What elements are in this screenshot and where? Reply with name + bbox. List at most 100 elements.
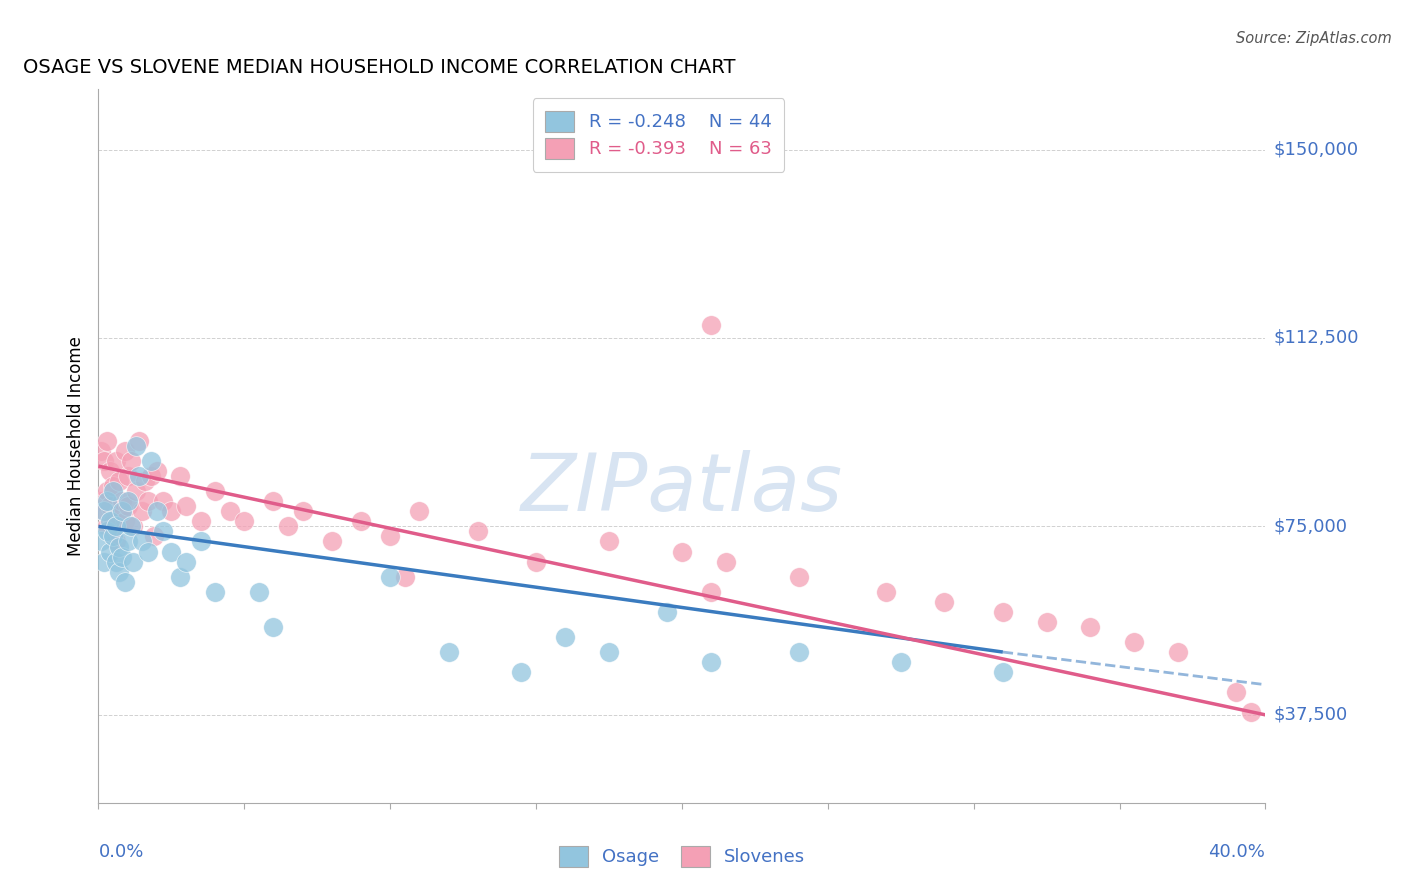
Point — [204, 484, 226, 499]
Point — [671, 544, 693, 558]
Text: $112,500: $112,500 — [1274, 329, 1360, 347]
Point — [117, 469, 139, 483]
Point — [991, 605, 1014, 619]
Point — [108, 504, 131, 518]
Point — [125, 484, 148, 499]
Text: ZIPatlas: ZIPatlas — [520, 450, 844, 528]
Point — [122, 555, 145, 569]
Text: $75,000: $75,000 — [1274, 517, 1348, 535]
Point — [1240, 706, 1263, 720]
Point — [108, 540, 131, 554]
Point — [350, 515, 373, 529]
Point — [134, 474, 156, 488]
Point — [128, 469, 150, 483]
Point — [190, 515, 212, 529]
Point — [90, 494, 112, 508]
Point — [1035, 615, 1057, 629]
Point — [247, 584, 270, 599]
Point — [122, 519, 145, 533]
Point — [96, 524, 118, 539]
Point — [101, 529, 124, 543]
Point — [96, 484, 118, 499]
Point — [98, 500, 121, 514]
Point — [378, 569, 402, 583]
Point — [125, 439, 148, 453]
Point — [93, 454, 115, 468]
Point — [108, 565, 131, 579]
Point — [598, 645, 620, 659]
Point — [111, 494, 134, 508]
Point — [108, 474, 131, 488]
Point — [93, 504, 115, 518]
Point — [378, 529, 402, 543]
Point — [262, 494, 284, 508]
Point — [101, 479, 124, 493]
Point — [890, 655, 912, 669]
Point — [139, 454, 162, 468]
Point — [657, 605, 679, 619]
Point — [114, 444, 136, 458]
Point — [262, 620, 284, 634]
Point — [104, 534, 127, 549]
Point — [146, 504, 169, 518]
Point — [277, 519, 299, 533]
Point — [174, 555, 197, 569]
Point — [93, 555, 115, 569]
Point — [111, 549, 134, 564]
Point — [90, 534, 112, 549]
Point — [204, 584, 226, 599]
Point — [190, 534, 212, 549]
Point — [218, 504, 240, 518]
Point — [787, 569, 810, 583]
Text: 0.0%: 0.0% — [98, 843, 143, 861]
Point — [598, 534, 620, 549]
Point — [128, 434, 150, 448]
Text: 40.0%: 40.0% — [1209, 843, 1265, 861]
Point — [1225, 685, 1247, 699]
Point — [117, 494, 139, 508]
Point — [136, 494, 159, 508]
Point — [114, 515, 136, 529]
Point — [96, 494, 118, 508]
Text: $37,500: $37,500 — [1274, 706, 1348, 723]
Point — [524, 555, 547, 569]
Point — [131, 534, 153, 549]
Point — [96, 519, 118, 533]
Point — [101, 484, 124, 499]
Point — [787, 645, 810, 659]
Point — [394, 569, 416, 583]
Point — [98, 515, 121, 529]
Point — [510, 665, 533, 680]
Point — [554, 630, 576, 644]
Point — [136, 544, 159, 558]
Y-axis label: Median Household Income: Median Household Income — [67, 336, 86, 556]
Point — [160, 544, 183, 558]
Point — [174, 500, 197, 514]
Point — [142, 529, 165, 543]
Point — [700, 584, 723, 599]
Point — [104, 555, 127, 569]
Point — [169, 569, 191, 583]
Point — [233, 515, 256, 529]
Point — [1167, 645, 1189, 659]
Point — [291, 504, 314, 518]
Point — [408, 504, 430, 518]
Point — [139, 469, 162, 483]
Point — [934, 595, 956, 609]
Point — [98, 544, 121, 558]
Legend: Osage, Slovenes: Osage, Slovenes — [550, 837, 814, 876]
Point — [104, 454, 127, 468]
Point — [120, 519, 142, 533]
Point — [111, 504, 134, 518]
Point — [117, 534, 139, 549]
Point — [169, 469, 191, 483]
Point — [991, 665, 1014, 680]
Point — [117, 500, 139, 514]
Point — [93, 504, 115, 518]
Point — [152, 524, 174, 539]
Point — [321, 534, 343, 549]
Point — [101, 515, 124, 529]
Point — [1080, 620, 1102, 634]
Text: Source: ZipAtlas.com: Source: ZipAtlas.com — [1236, 31, 1392, 46]
Point — [467, 524, 489, 539]
